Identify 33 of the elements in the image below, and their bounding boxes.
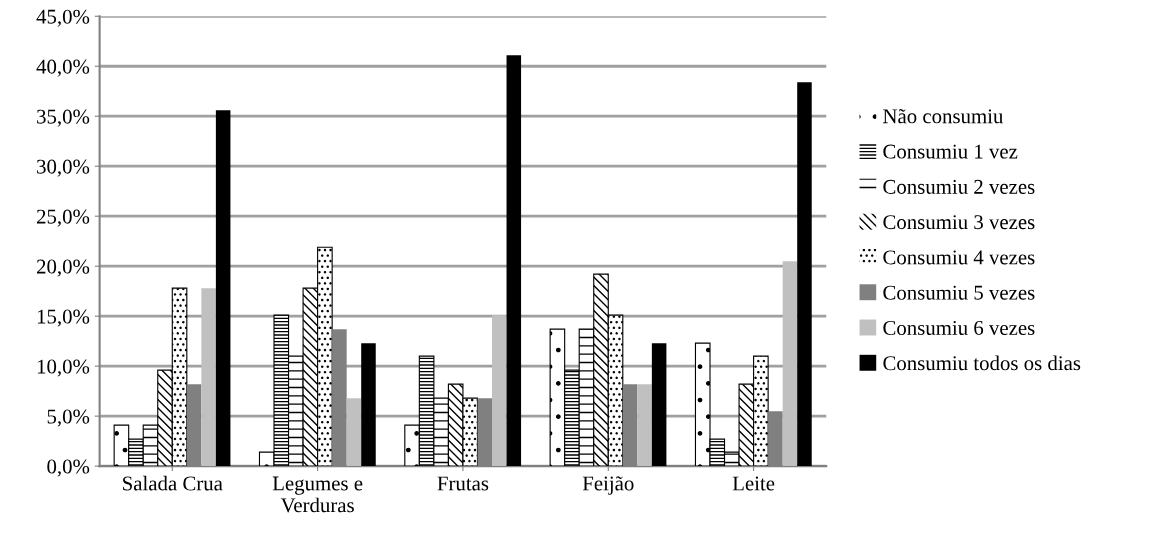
legend-label: Consumiu 1 vez bbox=[883, 144, 1018, 159]
y-tick-label: 30,0% bbox=[37, 159, 90, 177]
legend-label: Consumiu todos os dias bbox=[883, 355, 1081, 371]
bar bbox=[346, 398, 362, 467]
legend-label: Consumiu 3 vezes bbox=[883, 215, 1035, 230]
y-tick-label: 45,0% bbox=[36, 9, 90, 27]
y-tick-label: 0,0% bbox=[47, 459, 90, 477]
y-tick-label: 40,0% bbox=[36, 59, 90, 77]
y-tick-label: 20,0% bbox=[37, 259, 90, 277]
y-tick-label: 35,0% bbox=[37, 109, 90, 127]
legend-label: Consumiu 2 vezes bbox=[883, 179, 1035, 194]
x-tick-label: Feijão bbox=[582, 476, 634, 495]
x-tick-label: Leite bbox=[732, 476, 775, 491]
bar bbox=[201, 288, 216, 467]
x-tick-label: Frutas bbox=[437, 476, 489, 491]
bar bbox=[506, 55, 522, 467]
bar bbox=[637, 384, 652, 467]
legend-label: Não consumiu bbox=[883, 109, 1004, 124]
legend-label: Consumiu 4 vezes bbox=[883, 250, 1035, 265]
x-tick-label: Salada Crua bbox=[123, 475, 223, 491]
bar bbox=[361, 343, 376, 467]
bar bbox=[492, 315, 507, 467]
x-tick-label: Legumes e Verduras bbox=[272, 476, 363, 513]
legend-label: Consumiu 5 vezes bbox=[883, 285, 1035, 300]
bar bbox=[215, 110, 231, 467]
legend-label: Consumiu 6 vezes bbox=[883, 320, 1035, 335]
y-tick-label: 15,0% bbox=[37, 309, 90, 327]
bar bbox=[797, 82, 812, 467]
y-tick-label: 10,0% bbox=[37, 359, 90, 377]
bar bbox=[782, 261, 798, 467]
bar bbox=[651, 343, 667, 467]
y-tick-label: 25,0% bbox=[37, 209, 90, 227]
y-tick-label: 5,0% bbox=[47, 409, 90, 427]
